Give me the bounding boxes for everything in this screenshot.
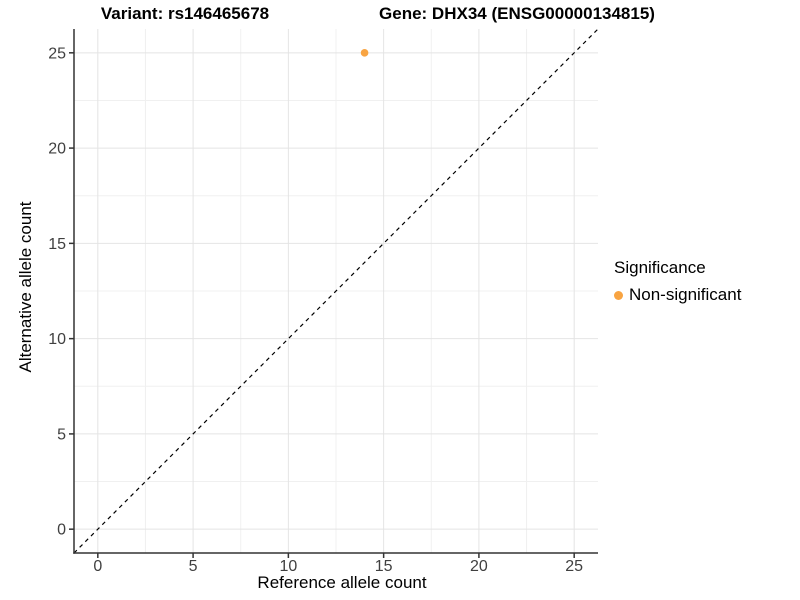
legend-item-label: Non-significant — [629, 285, 742, 304]
x-tick-label: 5 — [189, 558, 198, 575]
legend-point-icon — [614, 290, 623, 300]
x-tick-label: 15 — [375, 558, 393, 575]
plot-title-gene: Gene: DHX34 (ENSG00000134815) — [379, 4, 655, 23]
plot-title-variant: Variant: rs146465678 — [100, 4, 270, 23]
legend-item-non-significant: Non-significant — [614, 285, 741, 305]
x-tick-label: 10 — [279, 558, 297, 575]
y-tick-label: 25 — [48, 45, 66, 62]
x-axis-title: Reference allele count — [257, 573, 427, 592]
data-point — [360, 49, 369, 57]
identity-reference-line — [73, 28, 599, 554]
y-tick-label: 20 — [48, 141, 66, 158]
x-tick-label: 20 — [470, 558, 488, 575]
y-tick-label: 10 — [48, 331, 66, 348]
legend: Significance Non-significant — [614, 258, 741, 305]
x-tick-label: 0 — [93, 558, 102, 575]
legend-title: Significance — [614, 258, 706, 277]
x-tick-label: 25 — [565, 558, 583, 575]
y-tick-label: 15 — [48, 236, 66, 253]
y-tick-label: 0 — [57, 522, 66, 539]
y-axis-title: Alternative allele count — [16, 201, 35, 373]
y-tick-label: 5 — [57, 426, 66, 443]
